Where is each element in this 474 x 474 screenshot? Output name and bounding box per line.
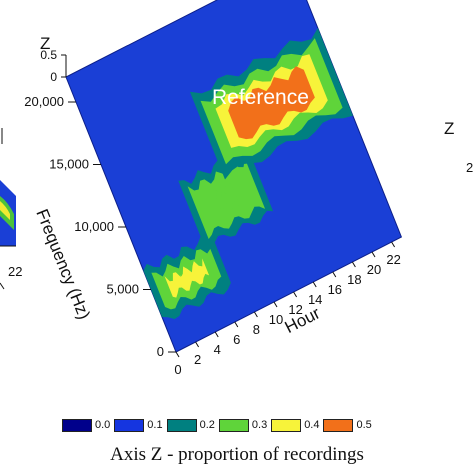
legend-label: 0.2 — [199, 419, 215, 431]
z-axis-title: Z — [40, 34, 50, 53]
hour-tick-mark — [371, 251, 376, 258]
activity-band-1-level-4 — [178, 268, 199, 288]
hour-tick-mark — [332, 271, 337, 278]
hour-tick-label: 8 — [253, 322, 260, 337]
legend-swatch — [62, 418, 92, 432]
hour-tick-mark — [234, 321, 239, 328]
activity-band-2-level-4 — [215, 183, 239, 212]
right-panel-z-label: Z — [444, 119, 454, 138]
hour-tick-label: 0 — [174, 362, 181, 377]
freq-tick-label: 5,000 — [106, 282, 139, 297]
z-tick-label: 0 — [50, 70, 57, 84]
hour-tick-mark — [391, 241, 396, 248]
legend-label: 0.3 — [251, 419, 268, 431]
hour-tick-mark — [351, 261, 356, 268]
legend-label: 0.0 — [95, 419, 111, 431]
freq-tick-label: 0 — [157, 344, 164, 359]
legend-caption: Axis Z - proportion of recordings — [110, 444, 364, 465]
legend: 0.0 0.1 0.2 0.3 0.4 0.5 — [62, 416, 376, 434]
left-panel-hour-tick: 22 — [8, 264, 22, 279]
chart-title: Reference — [212, 86, 309, 109]
hour-tick-label: 4 — [214, 342, 221, 357]
hour-tick-label: 16 — [328, 282, 342, 297]
hour-tick-mark — [312, 281, 317, 288]
activity-bands — [143, 28, 353, 319]
legend-swatch — [218, 418, 249, 432]
hour-tick-mark — [293, 291, 298, 298]
legend-swatch — [114, 418, 145, 432]
hour-tick-mark — [195, 341, 200, 348]
hour-tick-mark — [273, 301, 278, 308]
hour-tick-label: 6 — [233, 332, 240, 347]
hour-tick-label: 14 — [308, 292, 322, 307]
hour-tick-mark — [214, 331, 219, 338]
hour-tick-label: 20 — [367, 262, 381, 277]
z-tick-label: 0.5 — [40, 48, 57, 62]
left-side-panel: 22 — [0, 128, 22, 290]
freq-tick-label: 10,000 — [74, 219, 114, 234]
hour-tick-label: 18 — [347, 272, 361, 287]
freq-tick-label: 20,000 — [24, 94, 64, 109]
legend-swatch — [166, 418, 197, 432]
activity-band-3-level-4 — [228, 66, 315, 140]
hour-tick-label: 12 — [288, 302, 302, 317]
plot-area: 0246810121416182022Hour05,00010,00015,00… — [24, 0, 403, 377]
right-panel-z-tick: 2 — [466, 160, 473, 175]
freq-tick-label: 15,000 — [49, 157, 89, 172]
legend-swatch — [323, 418, 354, 432]
hour-tick-label: 10 — [269, 312, 283, 327]
legend-label: 0.1 — [147, 419, 163, 431]
hour-tick-label: 2 — [194, 352, 201, 367]
legend-label: 0.4 — [304, 419, 320, 431]
right-side-panel: Z 2 — [444, 119, 473, 175]
hour-tick-mark — [253, 311, 258, 318]
hour-tick-label: 22 — [386, 252, 400, 267]
hour-tick-mark — [175, 351, 180, 358]
legend-swatch — [271, 418, 302, 432]
legend-label: 0.5 — [356, 419, 372, 431]
